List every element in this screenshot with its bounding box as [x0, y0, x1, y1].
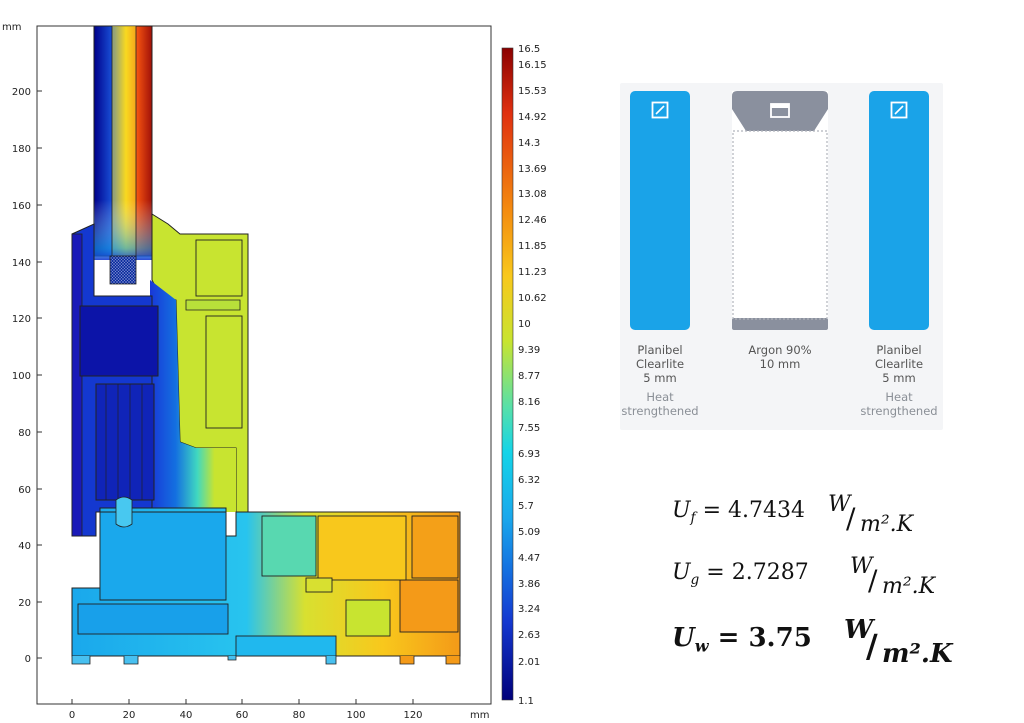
edit-icon: [890, 101, 908, 119]
x-tick: 0: [69, 710, 75, 721]
colorbar-label: 12.46: [518, 215, 547, 226]
glass-edge: [94, 200, 152, 260]
colorbar-label: 3.86: [518, 579, 540, 590]
edit-icon: [651, 101, 669, 119]
gap-name: Argon 90%: [748, 343, 812, 357]
colorbar-label: 15.53: [518, 86, 547, 97]
colorbar-label: 1.1: [518, 696, 534, 707]
y-tick: 0: [25, 654, 31, 665]
spacer-top: [732, 91, 828, 131]
y-tick: 40: [18, 541, 31, 552]
colorbar-label: 13.69: [518, 164, 547, 175]
x-tick: 120: [403, 710, 422, 721]
y-tick: 160: [12, 201, 31, 212]
pane-1-note: Heat strengthened: [621, 390, 699, 418]
pane-2-name: Planibel: [876, 343, 922, 357]
spacer-icon: [770, 103, 790, 118]
colorbar-label: 4.47: [518, 553, 540, 564]
plot-frame: [36, 25, 492, 705]
colorbar-label: 5.7: [518, 501, 534, 512]
y-tick: 100: [12, 371, 31, 382]
spacer-bottom: [732, 318, 828, 330]
y-tick: 140: [12, 258, 31, 269]
colorbar-label: 10.62: [518, 293, 547, 304]
y-tick: 20: [18, 598, 31, 609]
colorbar-labels: 16.5 16.15 15.53 14.92 14.3 13.69 13.08 …: [518, 44, 547, 707]
frame-chamber: [79, 305, 159, 377]
colorbar-label: 5.09: [518, 527, 540, 538]
y-tick: 60: [18, 485, 31, 496]
colorbar-label: 14.3: [518, 138, 540, 149]
pane-2-name2: Clearlite: [874, 357, 924, 371]
gap-label: Argon 90% 10 mm: [725, 343, 835, 371]
uf-equation: Uf = 4.7434 W / m².K: [672, 492, 914, 537]
colorbar: [501, 47, 514, 701]
y-unit-label: mm: [2, 22, 21, 33]
colorbar-label: 2.63: [518, 630, 540, 641]
sill-chamber: [99, 511, 227, 601]
window-section: [71, 25, 461, 665]
glass-pane-1: [630, 91, 690, 330]
colorbar-label: 16.5: [518, 44, 540, 55]
colorbar-label: 16.15: [518, 60, 547, 71]
x-tick: 100: [346, 710, 365, 721]
colorbar-label: 13.08: [518, 189, 547, 200]
pane-2-label: Planibel Clearlite 5 mm Heat strengthened: [844, 343, 954, 418]
frame-chamber: [95, 383, 155, 501]
gap-thickness: 10 mm: [759, 357, 801, 371]
glazing-spacer: [109, 255, 137, 285]
pane-1-name: Planibel: [637, 343, 683, 357]
colorbar-label: 6.32: [518, 475, 540, 486]
colorbar-label: 2.01: [518, 657, 540, 668]
glass-pane-2: [869, 91, 929, 330]
x-tick: 20: [123, 710, 136, 721]
y-tick: 180: [12, 144, 31, 155]
colorbar-label: 9.39: [518, 345, 540, 356]
pane-1-name2: Clearlite: [635, 357, 685, 371]
gas-cavity: [732, 91, 828, 330]
x-tick: 80: [293, 710, 306, 721]
pane-2-note: Heat strengthened: [860, 390, 938, 418]
y-axis-ticks: 200 180 160 140 120 100 80 60 40 20 0: [12, 87, 42, 665]
y-tick: 120: [12, 314, 31, 325]
glazing-composition-panel: Planibel Clearlite 5 mm Heat strengthened…: [620, 83, 943, 430]
ug-equation: Ug = 2.7287 W / m².K: [672, 554, 936, 599]
uw-equation: Uw = 3.75 W / m².K: [672, 615, 953, 669]
colorbar-label: 11.23: [518, 267, 547, 278]
colorbar-label: 7.55: [518, 423, 540, 434]
y-tick: 80: [18, 428, 31, 439]
colorbar-label: 14.92: [518, 112, 547, 123]
pane-1-thickness: 5 mm: [643, 371, 677, 385]
colorbar-label: 3.24: [518, 604, 540, 615]
sill-chamber: [399, 579, 459, 633]
colorbar-label: 10: [518, 319, 531, 330]
colorbar-label: 11.85: [518, 241, 547, 252]
colorbar-label: 6.93: [518, 449, 540, 460]
sash-transition: [150, 280, 236, 512]
x-tick: 40: [180, 710, 193, 721]
pane-1-label: Planibel Clearlite 5 mm Heat strengthened: [605, 343, 715, 418]
thermal-simulation-plot: mm mm 200 180 160 140 120 100 80 60 40 2…: [2, 22, 547, 721]
x-axis-ticks: 0 20 40 60 80 100 120: [69, 699, 423, 721]
x-unit-label: mm: [470, 710, 489, 721]
pane-2-thickness: 5 mm: [882, 371, 916, 385]
colorbar-label: 8.77: [518, 371, 540, 382]
colorbar-label: 8.16: [518, 397, 540, 408]
x-tick: 60: [236, 710, 249, 721]
y-tick: 200: [12, 87, 31, 98]
